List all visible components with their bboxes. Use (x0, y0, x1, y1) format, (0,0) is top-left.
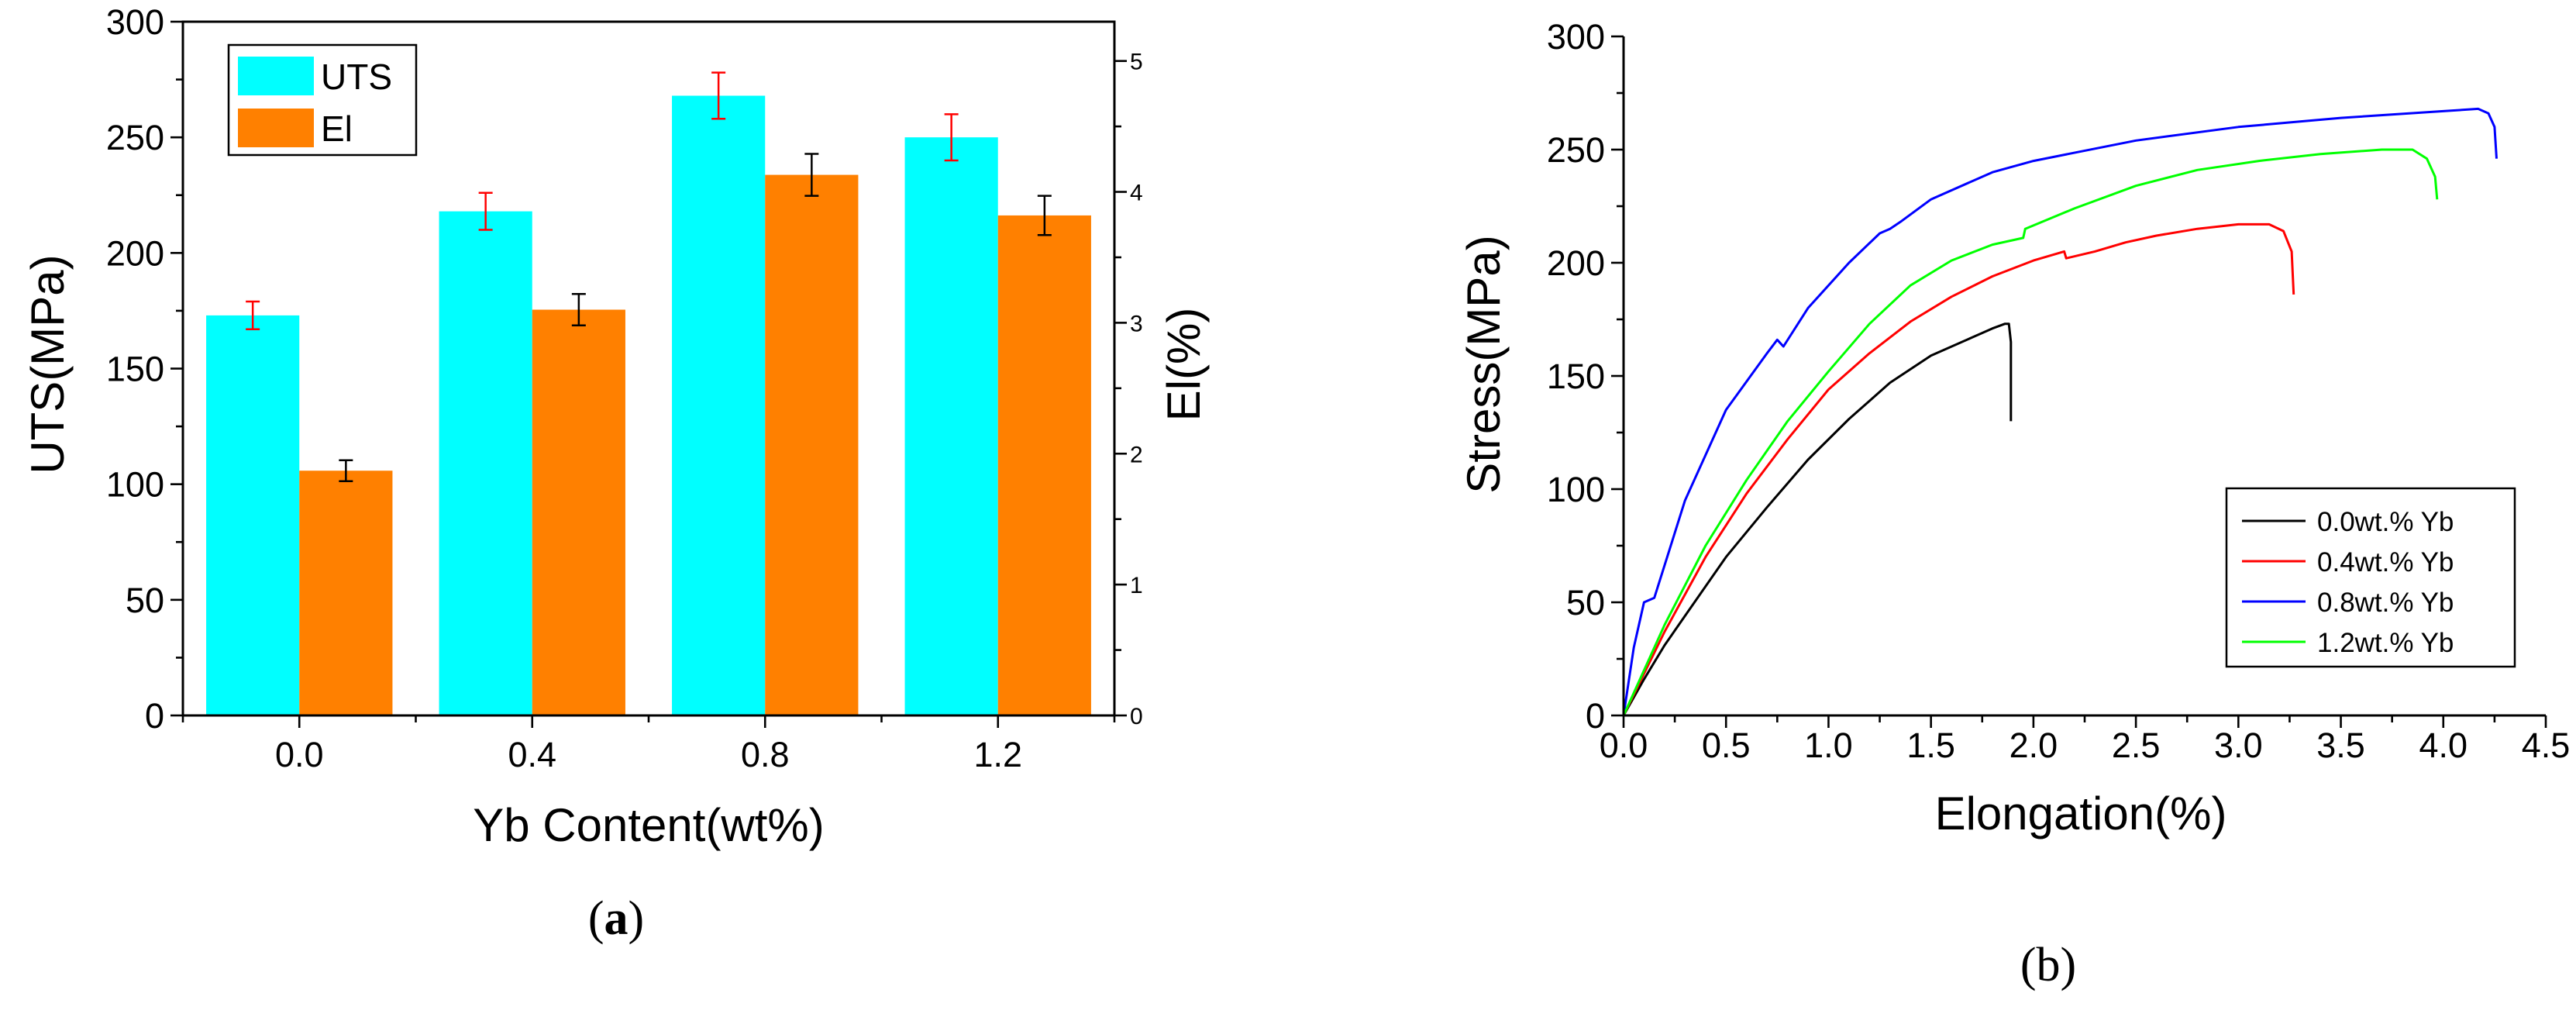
error-bar-uts-1.2 (944, 113, 959, 162)
panel-a-legend: UTS El (227, 43, 418, 157)
panel-a-error-bars (246, 71, 1052, 482)
bar-el-0.0 (299, 471, 393, 715)
x-tick-label: 3.5 (2316, 726, 2365, 765)
legend-label-uts: UTS (321, 57, 392, 97)
x-tick-label: 2.5 (2112, 726, 2161, 765)
legend-label: 1.2wt.% Yb (2317, 628, 2454, 658)
panel-a-label: (a) (588, 892, 644, 945)
legend-label-el: El (321, 109, 353, 149)
panel-a: 0 50 100 150 200 250 300 0 1 2 3 4 5 0.0 0.4 0.8 1.2 U… (22, 2, 1210, 945)
y2-tick-label: 1 (1130, 573, 1143, 598)
x-tick-label: 3.0 (2214, 726, 2263, 765)
curve-1-2wt-yb (1622, 148, 2439, 716)
x-tick-label: 4.0 (2419, 726, 2468, 765)
legend-frame (2225, 487, 2516, 668)
panel-b-y-axis: 0 50 100 150 200 250 300 (1547, 17, 1624, 736)
y2-tick-label: 4 (1130, 181, 1143, 206)
error-bar-uts-0.0 (246, 300, 260, 331)
y-tick-label: 150 (1547, 357, 1605, 396)
legend-label: 0.0wt.% Yb (2317, 507, 2454, 537)
panel-b-curves (1622, 107, 2498, 716)
bar-el-1.2 (997, 215, 1091, 715)
legend-label: 0.8wt.% Yb (2317, 588, 2454, 618)
y-tick-label: 0 (145, 696, 164, 736)
error-bar-el-0.0 (339, 459, 353, 482)
panel-a-x-axis-title: Yb Content(wt%) (473, 799, 825, 851)
x-tick-label: 0.8 (741, 735, 790, 774)
x-tick-label: 1.5 (1906, 726, 1955, 765)
panel-a-x-axis: 0.0 0.4 0.8 1.2 (181, 715, 1116, 774)
panel-a-left-axis: 0 50 100 150 200 250 300 (106, 2, 183, 736)
panel-b-x-axis-title: Elongation(%) (1935, 788, 2227, 839)
y-tick-label: 100 (1547, 470, 1605, 509)
legend-label: 0.4wt.% Yb (2317, 547, 2454, 577)
bar-uts-0.4 (439, 211, 532, 716)
panel-b-legend: 0.0wt.% Yb 0.4wt.% Yb 0.8wt.% Yb 1.2wt.% Yb (2225, 487, 2516, 668)
y2-tick-label: 3 (1130, 311, 1143, 336)
x-tick-label: 4.5 (2522, 726, 2571, 765)
panel-b-axes (1622, 36, 2546, 717)
bar-uts-1.2 (904, 137, 998, 715)
y-tick-label: 100 (106, 465, 164, 505)
panel-a-y-axis-title: UTS(MPa) (22, 254, 74, 474)
x-tick-label: 0.0 (1600, 726, 1648, 765)
bar-el-0.8 (765, 174, 859, 716)
error-bar-el-1.2 (1037, 195, 1052, 236)
error-bar-el-0.8 (804, 153, 819, 197)
panel-a-bars (206, 95, 1091, 716)
curve-0-4wt-yb (1622, 222, 2295, 716)
x-tick-label: 2.0 (2009, 726, 2058, 765)
panel-a-y2-axis-title: El(%) (1158, 308, 1210, 422)
y-tick-label: 150 (106, 350, 164, 389)
legend-swatch-uts (238, 57, 314, 95)
panel-b: 0 50 100 150 200 250 300 0.0 0.5 1.0 1.5 2.0 2.5 3.0… (1458, 17, 2570, 991)
bar-el-0.4 (532, 309, 625, 716)
y2-tick-label: 2 (1130, 442, 1143, 467)
x-tick-label: 0.4 (508, 735, 556, 774)
error-bar-el-0.4 (571, 292, 586, 327)
y2-tick-label: 5 (1130, 50, 1143, 75)
y-tick-label: 0 (1586, 696, 1605, 736)
y-tick-label: 300 (106, 2, 164, 42)
panel-a-right-axis: 0 1 2 3 4 5 (1114, 50, 1143, 729)
y-tick-label: 250 (1547, 130, 1605, 170)
panel-b-label: (b) (2020, 939, 2076, 991)
y-tick-label: 250 (106, 118, 164, 157)
bar-uts-0.0 (206, 315, 300, 716)
x-tick-label: 1.2 (973, 735, 1022, 774)
y-tick-label: 200 (1547, 243, 1605, 283)
y2-tick-label: 0 (1130, 704, 1143, 729)
y-tick-label: 200 (106, 233, 164, 273)
y-tick-label: 300 (1547, 17, 1605, 57)
bar-uts-0.8 (672, 95, 766, 715)
x-tick-label: 0.0 (275, 735, 324, 774)
y-tick-label: 50 (1566, 583, 1605, 622)
panel-b-y-axis-title: Stress(MPa) (1458, 235, 1510, 493)
x-tick-label: 0.5 (1702, 726, 1751, 765)
curve-0-0wt-yb (1622, 322, 2013, 716)
legend-swatch-el (238, 109, 314, 147)
panel-b-x-axis: 0.0 0.5 1.0 1.5 2.0 2.5 3.0 3.5 4.0 4.5 (1600, 715, 2571, 765)
curve-0-8wt-yb (1622, 107, 2498, 716)
y-tick-label: 50 (126, 581, 164, 620)
error-bar-uts-0.8 (711, 71, 726, 120)
error-bar-uts-0.4 (478, 191, 493, 231)
x-tick-label: 1.0 (1804, 726, 1853, 765)
